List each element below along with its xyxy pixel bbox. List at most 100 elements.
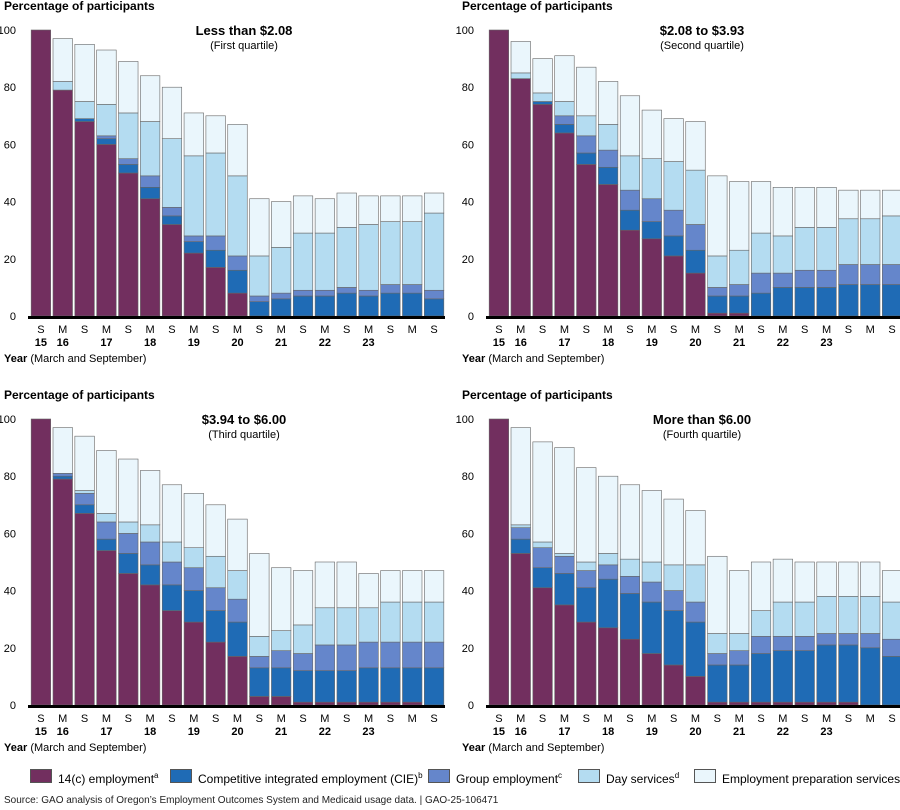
bar-segment-cie xyxy=(336,292,357,317)
year-label: 23 xyxy=(820,337,832,349)
bar-segment-prep xyxy=(227,518,248,571)
bar-segment-group xyxy=(424,289,445,300)
bar-segment-group xyxy=(358,641,379,669)
bar-segment-day xyxy=(424,212,445,291)
bar-segment-cie xyxy=(750,292,772,317)
bar-segment-14c xyxy=(140,198,161,317)
x-tick-label: S xyxy=(495,713,502,725)
bar-segment-day xyxy=(292,624,314,654)
bar-segment-group xyxy=(314,289,335,297)
bar-segment-prep xyxy=(358,573,379,609)
bar-segment-group xyxy=(271,650,292,669)
bar-segment-group xyxy=(227,598,248,623)
x-tick-label: S xyxy=(888,713,895,725)
bar-segment-day xyxy=(358,607,379,643)
bar-segment-prep xyxy=(96,49,117,105)
bar-segment-prep xyxy=(183,493,204,548)
bar-segment-14c xyxy=(707,312,728,317)
bar-segment-group xyxy=(838,633,859,646)
bar-segment-14c xyxy=(183,252,204,317)
bar-segment-cie xyxy=(619,209,641,231)
year-label: 16 xyxy=(515,337,527,349)
x-tick-label: M xyxy=(364,324,373,336)
y-axis-label: Percentage of participants xyxy=(4,388,155,402)
bar-segment-group xyxy=(729,650,750,666)
year-label: 16 xyxy=(57,337,69,349)
x-tick-label: M xyxy=(189,713,198,725)
bar-segment-cie xyxy=(424,298,445,317)
bar-segment-group xyxy=(882,264,900,285)
bar-segment-group xyxy=(140,175,161,188)
bar-segment-14c xyxy=(598,184,619,317)
bar-segment-group xyxy=(249,295,270,303)
x-tick-label: S xyxy=(387,324,394,336)
x-tick-label: M xyxy=(320,324,329,336)
bar-segment-14c xyxy=(554,132,575,317)
x-tick-label: S xyxy=(757,324,764,336)
bar-segment-day xyxy=(838,218,859,265)
bar-segment-cie xyxy=(227,621,248,657)
bar-segment-cie xyxy=(554,573,575,606)
bar-segment-group xyxy=(729,284,750,297)
year-label: 15 xyxy=(35,337,47,349)
bar-segment-prep xyxy=(641,109,662,160)
bar-segment-14c xyxy=(205,641,226,706)
y-tick-label: 80 xyxy=(4,82,16,94)
bar-segment-day xyxy=(336,607,357,646)
x-tick-label: M xyxy=(102,324,111,336)
bar-segment-group xyxy=(576,135,597,154)
bar-segment-day xyxy=(118,521,139,534)
bar-segment-14c xyxy=(663,255,684,317)
bar-segment-cie xyxy=(860,284,881,317)
bar-segment-prep xyxy=(772,187,793,237)
bar-segment-cie xyxy=(794,650,815,703)
bar-segment-day xyxy=(860,218,881,265)
y-tick-label: 60 xyxy=(4,139,16,151)
x-tick-label: S xyxy=(583,713,590,725)
bar-segment-cie xyxy=(750,653,772,703)
year-label: 17 xyxy=(558,337,570,349)
y-axis-label: Percentage of participants xyxy=(462,388,613,402)
bar-segment-day xyxy=(52,81,73,91)
year-label: 19 xyxy=(646,726,658,738)
bar-segment-14c xyxy=(74,121,95,317)
chart-title: More than $6.00 xyxy=(653,412,751,427)
x-tick-label: M xyxy=(408,713,417,725)
bar-segment-group xyxy=(576,570,597,589)
bar-segment-prep xyxy=(380,195,401,222)
bar-segment-prep xyxy=(424,192,445,214)
x-tick-label: M xyxy=(364,713,373,725)
bar-segment-prep xyxy=(554,447,575,554)
x-tick-label: S xyxy=(37,713,44,725)
bar-segment-day xyxy=(227,570,248,600)
bar-segment-group xyxy=(183,567,204,591)
x-tick-label: S xyxy=(845,324,852,336)
x-tick-label: S xyxy=(714,713,721,725)
bar-segment-prep xyxy=(554,55,575,102)
year-label: 15 xyxy=(35,726,47,738)
x-tick-label: M xyxy=(516,713,525,725)
bar-segment-group xyxy=(380,641,401,669)
bar-segment-cie xyxy=(249,301,270,317)
bar-segment-day xyxy=(772,235,793,274)
x-tick-label: S xyxy=(343,713,350,725)
chart-panel-2: Percentage of participants 0 20 40 60 80 100 $2… xyxy=(456,0,900,365)
bar-segment-14c xyxy=(729,701,750,706)
bar-segment-day xyxy=(161,138,183,208)
bar-segment-group xyxy=(183,235,204,242)
x-axis-label: Year (March and September) xyxy=(462,353,604,365)
bar-segment-14c xyxy=(183,621,204,706)
legend-swatch-14c xyxy=(30,769,52,783)
bar-segment-day xyxy=(598,124,619,151)
bar-segment-prep xyxy=(402,195,423,222)
x-tick-label: M xyxy=(58,713,67,725)
y-tick-label: 40 xyxy=(4,586,16,598)
y-tick-label: 100 xyxy=(456,25,474,37)
bar-segment-group xyxy=(205,235,226,251)
bar-segment-day xyxy=(227,175,248,257)
bar-segment-prep xyxy=(729,570,750,634)
y-axis-label: Percentage of participants xyxy=(462,0,613,13)
bar-segment-prep xyxy=(663,118,684,162)
year-label: 22 xyxy=(777,337,789,349)
bar-segment-day xyxy=(249,636,270,657)
